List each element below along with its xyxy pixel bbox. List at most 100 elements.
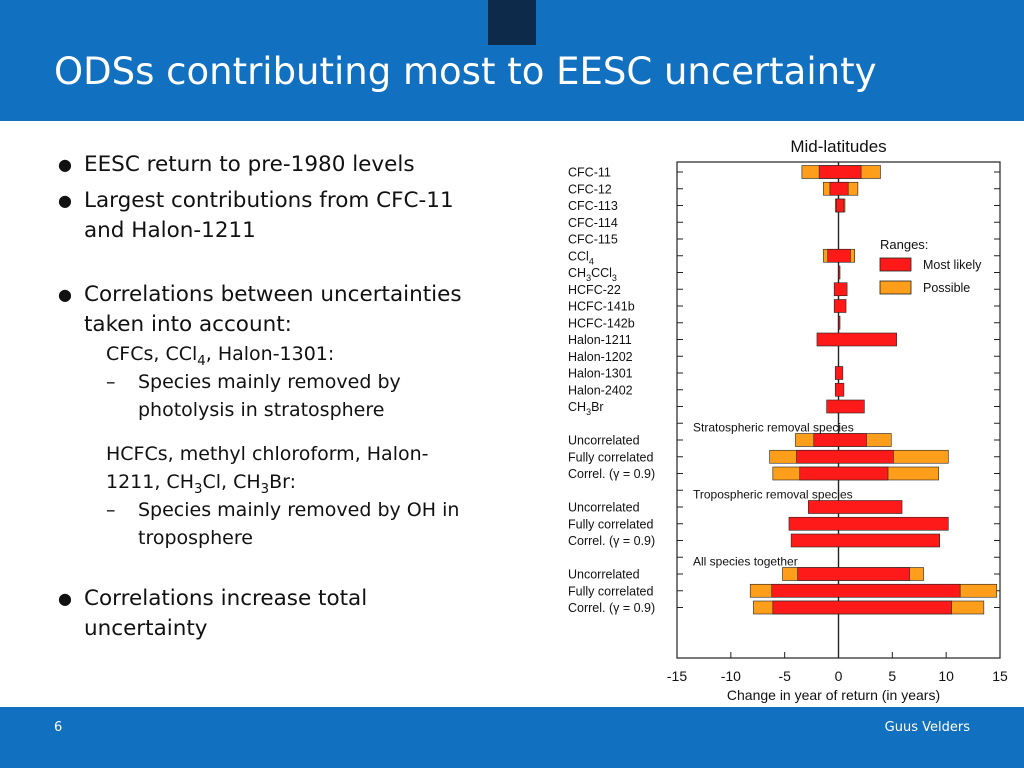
bullet-correlations: ● Correlations between uncertainties tak… <box>58 280 548 340</box>
bullet-text-line-1: Correlations between uncertainties <box>84 282 462 307</box>
slide-header <box>0 0 1024 121</box>
sub-text: CFCs, CCl <box>106 343 198 365</box>
slide-content: ● EESC return to pre-1980 levels ● Large… <box>58 150 548 644</box>
row-label: CFC-114 <box>568 216 618 230</box>
bar-most-likely <box>790 533 941 548</box>
section-label: Stratospheric removal species <box>693 420 854 434</box>
bar-most-likely <box>834 366 844 380</box>
slide-footer <box>0 707 1024 768</box>
bullet-icon: ● <box>58 191 72 210</box>
bar-most-likely <box>826 399 865 414</box>
bullet-text-line-2: taken into account: <box>84 312 292 337</box>
bar-most-likely <box>838 315 841 330</box>
sub-text: , Halon-1301: <box>205 343 335 365</box>
row-label: CFC-12 <box>568 182 612 196</box>
bar-most-likely <box>808 500 903 514</box>
row-label: Correl. (γ = 0.9) <box>568 467 655 481</box>
eesc-uncertainty-chart: Mid-latitudes CFC-11 CFC-12 CFC-113 CFC-114 C… <box>568 137 1008 703</box>
legend-swatch <box>879 280 912 295</box>
x-axis-label: Change in year of return (in years) <box>727 687 940 703</box>
bar-most-likely <box>818 165 862 179</box>
row-label: CCl4 <box>568 249 594 266</box>
row-label: Uncorrelated <box>568 501 640 515</box>
section-label: All species together <box>693 554 798 568</box>
subheading-cfcs: CFCs, CCl4, Halon-1301: <box>106 340 548 368</box>
section-label: Tropospheric removal species <box>693 487 853 501</box>
row-label: HCFC-141b <box>568 300 635 314</box>
row-label: Correl. (γ = 0.9) <box>568 601 655 615</box>
x-tick-label: 0 <box>835 668 843 684</box>
bar-most-likely <box>833 299 847 313</box>
row-label: Halon-2402 <box>568 383 633 397</box>
bullet-text: EESC return to pre-1980 levels <box>84 152 415 177</box>
bar-most-likely <box>827 248 851 263</box>
bar-most-likely <box>797 567 910 581</box>
dash-text-line-1: Species mainly removed by OH in <box>138 499 460 521</box>
dash-item-troposphere: – Species mainly removed by OH in tropos… <box>106 496 548 552</box>
row-label: Uncorrelated <box>568 568 640 582</box>
row-label: Fully correlated <box>568 517 653 531</box>
row-label: Halon-1211 <box>568 333 632 347</box>
row-label: CH3CCl3 <box>568 266 617 283</box>
bar-most-likely <box>836 198 845 213</box>
dash-icon: – <box>106 499 116 521</box>
row-label: CFC-11 <box>568 166 611 180</box>
bullet-text-line-2: uncertainty <box>84 616 208 641</box>
x-tick-label: -5 <box>778 668 791 684</box>
bullet-icon: ● <box>58 589 72 608</box>
row-label: CH3Br <box>568 400 604 417</box>
sub-text: Br: <box>269 471 297 493</box>
legend-title: Ranges: <box>880 237 928 252</box>
bar-most-likely <box>833 282 848 297</box>
x-tick-label: -10 <box>721 668 741 684</box>
x-tick-label: 15 <box>992 668 1008 684</box>
page-number: 6 <box>54 720 63 735</box>
subscript: 4 <box>197 353 206 369</box>
subscript: 3 <box>260 481 270 497</box>
slide-title: ODSs contributing most to EESC uncertain… <box>54 50 877 93</box>
legend-label: Possible <box>923 281 970 295</box>
sub-text: Cl, CH <box>202 471 261 493</box>
bar-most-likely <box>799 466 889 481</box>
bar-most-likely <box>816 332 897 347</box>
row-label: Halon-1202 <box>568 350 633 364</box>
bar-most-likely <box>772 600 952 615</box>
row-label: Fully correlated <box>568 584 653 598</box>
bar-most-likely <box>796 449 894 464</box>
x-tick-label: 10 <box>938 668 954 684</box>
row-label: HCFC-142b <box>568 316 635 330</box>
dash-text-line-2: troposphere <box>138 527 253 549</box>
row-label: HCFC-22 <box>568 283 621 297</box>
legend-label: Most likely <box>923 258 982 272</box>
dash-text-line-1: Species mainly removed by <box>138 371 401 393</box>
subheading-hcfcs: HCFCs, methyl chloroform, Halon- 1211, C… <box>106 440 548 496</box>
bullet-icon: ● <box>58 285 72 304</box>
sub-text: 1211, CH <box>106 471 194 493</box>
bullet-eesc-return: ● EESC return to pre-1980 levels <box>58 150 548 180</box>
row-label: Correl. (γ = 0.9) <box>568 534 655 548</box>
row-label: CFC-113 <box>568 199 618 213</box>
bullet-text-line-1: Largest contributions from CFC-11 <box>84 188 454 213</box>
x-tick-label: -15 <box>667 668 687 684</box>
bullet-text-line-2: and Halon-1211 <box>84 218 256 243</box>
row-label: Fully correlated <box>568 450 653 464</box>
bar-most-likely <box>771 583 961 598</box>
sub-text-line-1: HCFCs, methyl chloroform, Halon- <box>106 443 429 465</box>
bar-most-likely <box>829 181 849 196</box>
bar-most-likely <box>788 516 949 531</box>
row-label: Halon-1301 <box>568 367 633 381</box>
author-name: Guus Velders <box>884 720 970 735</box>
row-label: Uncorrelated <box>568 434 640 448</box>
dash-item-photolysis: – Species mainly removed by photolysis i… <box>106 368 548 424</box>
bar-most-likely <box>834 382 845 397</box>
dash-icon: – <box>106 371 116 393</box>
subscript: 3 <box>194 481 203 497</box>
legend-swatch <box>879 257 912 272</box>
dash-text-line-2: photolysis in stratosphere <box>138 399 385 421</box>
bullet-icon: ● <box>58 155 72 174</box>
row-label: CFC-115 <box>568 233 618 247</box>
bullet-correlations-increase: ● Correlations increase total uncertaint… <box>58 584 548 644</box>
bullet-text-line-1: Correlations increase total <box>84 586 368 611</box>
bar-most-likely <box>838 265 841 280</box>
header-tab-accent <box>488 0 536 45</box>
